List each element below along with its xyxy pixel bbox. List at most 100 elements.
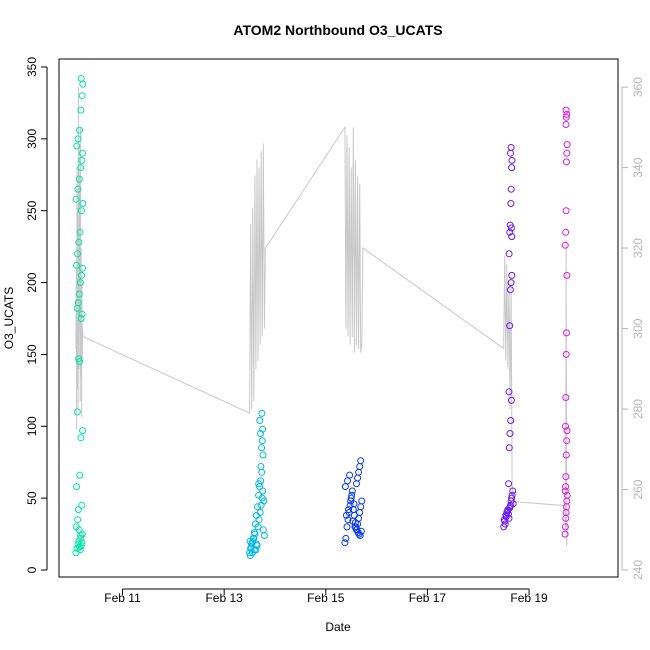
data-point: [78, 92, 86, 100]
data-point: [347, 497, 355, 505]
data-point: [342, 511, 350, 519]
data-point: [508, 271, 516, 279]
data-point: [74, 299, 82, 307]
y2-tick-label: 280: [631, 399, 645, 419]
data-point: [251, 520, 259, 528]
plot-area: [58, 58, 619, 578]
data-point: [259, 487, 267, 495]
data-point: [562, 422, 569, 430]
data-point: [562, 483, 570, 491]
data-point: [256, 417, 264, 424]
data-point: [353, 526, 361, 534]
data-point: [255, 491, 263, 499]
data-point: [506, 504, 513, 512]
data-point: [250, 529, 258, 537]
x-tick-label: Feb 19: [510, 591, 548, 605]
data-point: [345, 506, 353, 514]
data-point: [341, 539, 349, 547]
data-point: [78, 310, 86, 318]
data-point: [78, 271, 86, 279]
data-point: [562, 106, 570, 114]
series-3: [341, 457, 366, 547]
y-tick-label: 150: [25, 344, 39, 364]
axes-layer: 0 50 100 150 200 250 300 350 Feb 11 Feb 13 Feb 15 F…: [25, 57, 645, 605]
secondary-trace-line: [75, 87, 568, 546]
x-axis-title: Date: [325, 620, 351, 634]
data-point: [357, 527, 365, 535]
y-tick-label: 250: [25, 200, 39, 220]
data-point: [505, 480, 513, 488]
data-point: [78, 156, 86, 164]
y2-tick-label: 360: [631, 77, 645, 97]
data-point: [248, 539, 256, 547]
series-4: [500, 144, 517, 531]
data-point: [563, 437, 571, 445]
series-1: [72, 75, 87, 557]
data-point: [257, 463, 265, 470]
data-point: [77, 534, 85, 542]
data-point: [74, 185, 82, 193]
data-point: [507, 200, 515, 207]
chart-title: ATOM2 Northbound O3_UCATS: [233, 22, 442, 38]
data-point: [342, 534, 350, 542]
y2-tick-label: 300: [631, 318, 645, 338]
data-point: [75, 175, 83, 183]
data-point: [562, 228, 570, 236]
data-point: [75, 355, 83, 363]
y-axis-title: O3_UCATS: [2, 287, 16, 349]
data-point: [79, 427, 87, 435]
data-point: [79, 149, 86, 157]
data-point: [74, 516, 82, 524]
y2-tick-label: 340: [631, 157, 645, 177]
series-2: [246, 409, 268, 560]
data-point: [562, 207, 570, 215]
data-point: [77, 106, 85, 114]
data-point: [77, 75, 85, 82]
points-layer: [72, 75, 571, 560]
data-point: [77, 542, 85, 550]
data-point: [563, 110, 571, 118]
data-point: [507, 279, 515, 287]
data-point: [75, 290, 83, 298]
data-point: [356, 532, 364, 539]
data-point: [506, 322, 514, 330]
data-point: [75, 238, 83, 246]
data-point: [74, 250, 81, 258]
data-point: [260, 497, 268, 505]
data-point: [251, 546, 258, 554]
data-point: [505, 388, 513, 396]
data-point: [561, 530, 569, 538]
data-point: [77, 315, 85, 322]
y-tick-label: 50: [25, 491, 39, 505]
data-point: [72, 195, 80, 203]
data-point: [343, 523, 351, 531]
data-point: [76, 228, 84, 236]
data-point: [562, 473, 570, 481]
data-point: [506, 430, 514, 437]
y-tick-label: 100: [25, 416, 39, 436]
data-point: [79, 200, 87, 207]
data-point: [357, 457, 365, 465]
data-point: [563, 329, 570, 337]
x-tick-label: Feb 17: [409, 591, 447, 605]
data-point: [258, 409, 266, 417]
data-point: [77, 532, 84, 539]
x-tick-label: Feb 15: [307, 591, 345, 605]
data-point: [562, 121, 570, 128]
data-point: [562, 350, 570, 358]
data-point: [508, 156, 516, 164]
data-point: [76, 279, 84, 287]
data-point: [562, 394, 570, 401]
data-point: [507, 185, 515, 193]
data-point: [78, 539, 86, 547]
y2-tick-label: 320: [631, 238, 645, 258]
y-tick-label: 350: [25, 57, 39, 77]
x-tick-label: Feb 11: [104, 591, 141, 605]
data-point: [259, 425, 267, 433]
data-point: [505, 250, 513, 258]
data-point: [561, 241, 569, 249]
data-point: [507, 224, 515, 232]
data-point: [73, 142, 81, 150]
data-point: [349, 517, 357, 525]
